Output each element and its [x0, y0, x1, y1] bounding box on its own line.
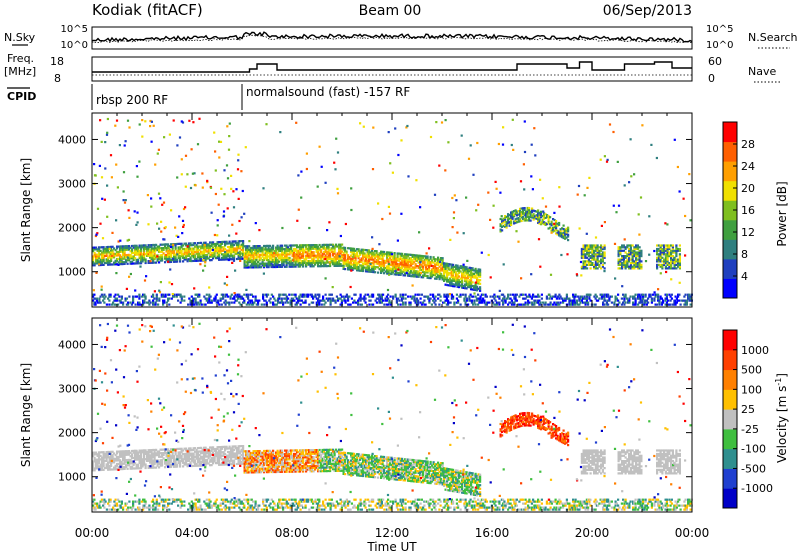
nsky-tick-bottom: 10^0	[61, 40, 88, 51]
date-title: 06/Sep/2013	[603, 3, 692, 19]
colorbar-swatch	[723, 488, 737, 509]
colorbar-tick-label: 20	[741, 182, 755, 195]
colorbar-swatch	[723, 468, 737, 489]
x-tick-label: 04:00	[175, 526, 210, 540]
colorbar-swatch	[723, 180, 737, 201]
freq-tick-top: 18	[50, 55, 64, 68]
colorbar-swatch	[723, 389, 737, 410]
nave-tick-top: 60	[708, 55, 722, 68]
colorbar-tick-label: 25	[741, 403, 755, 416]
power-panel: 1000 2000 3000 4000 Slant Range [km]	[19, 112, 693, 308]
nsky-trace	[91, 31, 693, 43]
velocity-ytick-label: 3000	[58, 383, 86, 396]
power-ylabel: Slant Range [km]	[19, 158, 33, 262]
freq-panel: Freq. [MHz] 18 8 60 0 Nave	[4, 52, 782, 85]
nsky-tick-top: 10^5	[61, 24, 88, 35]
colorbar-tick-label: 24	[741, 160, 755, 173]
colorbar-swatch	[723, 409, 737, 430]
x-axis-title: Time UT	[366, 540, 417, 554]
velocity-ytick-label: 1000	[58, 471, 86, 484]
cpid-segment-1: rbsp 200 RF	[96, 93, 168, 107]
colorbar-swatch	[723, 369, 737, 390]
x-tick-label: 20:00	[575, 526, 610, 540]
colorbar-swatch	[723, 122, 737, 143]
velocity-ytick-label: 4000	[58, 338, 86, 351]
colorbar-swatch	[723, 161, 737, 182]
colorbar-tick-label: 100	[741, 383, 762, 396]
velocity-colorbar-label-end: ]	[775, 373, 789, 378]
colorbar-tick-label: 500	[741, 364, 762, 377]
colorbar-swatch	[723, 200, 737, 221]
power-colorbar-label: Power [dB]	[775, 181, 789, 246]
power-ytick-label: 4000	[58, 133, 86, 146]
velocity-colorbar: 1000 500 100 25 -25 -100 -500 -1000 Velocity [m…	[722, 329, 789, 509]
nave-label: Nave	[748, 65, 776, 78]
colorbar-tick-label: 8	[741, 248, 748, 261]
beam-title: Beam 00	[359, 3, 422, 19]
colorbar-tick-label: -500	[741, 462, 766, 475]
colorbar-swatch	[723, 141, 737, 162]
colorbar-tick-label: -100	[741, 443, 766, 456]
colorbar-swatch	[723, 330, 737, 351]
velocity-colorbar-label-sup: -1	[774, 378, 783, 386]
cpid-segment-2: normalsound (fast) -157 RF	[246, 85, 410, 99]
colorbar-tick-label: 4	[741, 270, 748, 283]
colorbar-tick-label: -1000	[741, 482, 773, 495]
power-ytick-label: 3000	[58, 178, 86, 191]
nsearch-trace	[91, 34, 693, 44]
velocity-colorbar-label-main: Velocity [m s	[775, 386, 789, 463]
x-tick-label: 16:00	[475, 526, 510, 540]
nsky-panel: N.Sky 10^5 10^0 10^5 10^0 N.Search	[4, 24, 798, 51]
x-tick-label: 12:00	[375, 526, 410, 540]
x-tick-label: 08:00	[275, 526, 310, 540]
colorbar-tick-label: 16	[741, 204, 755, 217]
colorbar-tick-label: -25	[741, 423, 759, 436]
colorbar-tick-label: 1000	[741, 344, 769, 357]
velocity-ytick-label: 2000	[58, 427, 86, 440]
colorbar-swatch	[723, 239, 737, 260]
colorbar-tick-label: 12	[741, 226, 755, 239]
colorbar-tick-label: 28	[741, 138, 755, 151]
station-title: Kodiak (fitACF)	[92, 1, 203, 19]
freq-unit: [MHz]	[4, 65, 36, 78]
power-ytick-label: 2000	[58, 222, 86, 235]
colorbar-swatch	[723, 258, 737, 279]
cpid-panel: CPID rbsp 200 RF normalsound (fast) -157…	[7, 84, 410, 110]
colorbar-swatch	[723, 278, 737, 299]
nsearch-tick-top: 10^5	[706, 24, 733, 35]
velocity-colorbar-label: Velocity [m s-1]	[774, 373, 789, 463]
colorbar-swatch	[723, 428, 737, 450]
freq-tick-bottom: 8	[54, 72, 61, 85]
nsearch-label: N.Search	[748, 31, 798, 44]
freq-label: Freq.	[7, 52, 34, 65]
nsky-label: N.Sky	[4, 31, 36, 44]
x-tick-label: 00:00	[675, 526, 710, 540]
nave-tick-bottom: 0	[708, 72, 715, 85]
velocity-ylabel: Slant Range [km]	[19, 363, 33, 467]
colorbar-swatch	[723, 349, 737, 371]
freq-trace	[92, 61, 692, 73]
x-tick-label: 00:00	[75, 526, 110, 540]
nsearch-tick-bottom: 10^0	[706, 40, 733, 51]
colorbar-swatch	[723, 448, 737, 469]
cpid-label: CPID	[7, 90, 36, 103]
velocity-panel: 1000 2000 3000 4000 Slant Range [km]	[19, 317, 693, 513]
colorbar-swatch	[723, 219, 737, 240]
power-ytick-label: 1000	[58, 266, 86, 279]
power-colorbar: 28 24 20 16 12 8 4 Power [dB]	[722, 121, 789, 299]
